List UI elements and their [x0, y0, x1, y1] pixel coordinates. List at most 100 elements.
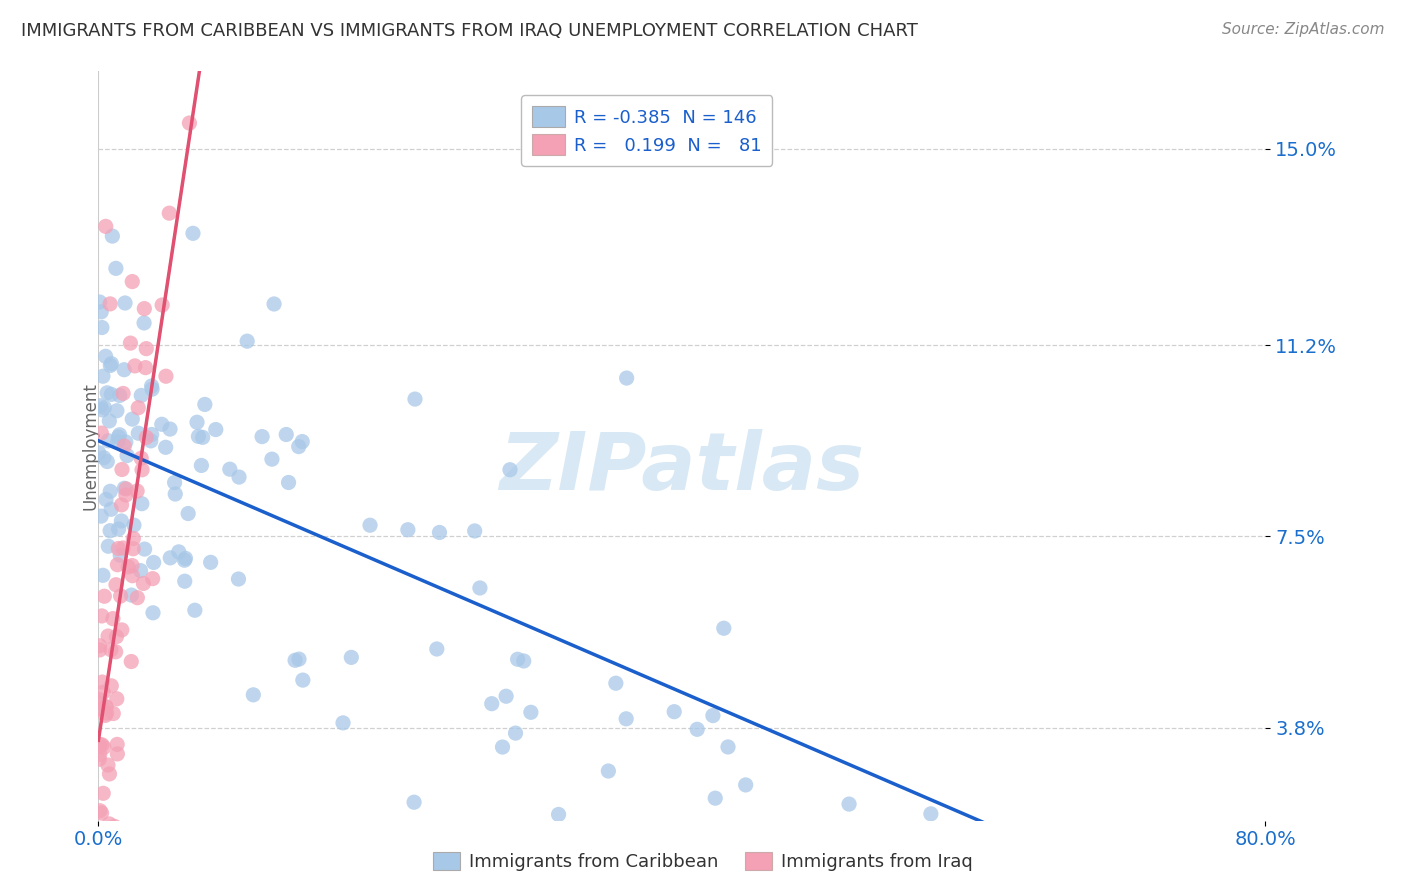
Point: [181, 227, 204, 241]
Point: [132, 316, 155, 330]
Point: [96, 706, 118, 720]
Point: [87, 446, 110, 460]
Point: [141, 382, 163, 396]
Point: [93, 401, 115, 415]
Point: [112, 481, 135, 495]
Point: [1185, 824, 1208, 838]
Point: [117, 560, 139, 574]
Point: [108, 427, 131, 442]
Point: [505, 726, 527, 740]
Point: [495, 690, 517, 704]
Point: [340, 650, 363, 665]
Point: [664, 705, 686, 719]
Point: [332, 715, 354, 730]
Point: [103, 820, 125, 834]
Point: [98, 484, 121, 499]
Point: [190, 458, 212, 473]
Point: [1195, 824, 1218, 838]
Point: [426, 642, 449, 657]
Point: [105, 738, 128, 752]
Point: [100, 502, 122, 516]
Point: [135, 360, 157, 375]
Point: [91, 675, 114, 690]
Point: [89, 696, 111, 710]
Point: [94, 708, 117, 723]
Point: [835, 824, 858, 838]
Point: [120, 336, 142, 351]
Point: [114, 296, 136, 310]
Point: [94, 700, 117, 714]
Point: [90, 320, 112, 334]
Point: [1150, 824, 1173, 838]
Point: [704, 791, 727, 805]
Point: [93, 740, 115, 755]
Text: Source: ZipAtlas.com: Source: ZipAtlas.com: [1222, 22, 1385, 37]
Point: [107, 558, 129, 572]
Point: [94, 824, 117, 838]
Point: [89, 752, 111, 766]
Point: [110, 548, 132, 562]
Point: [838, 797, 860, 811]
Point: [163, 475, 186, 490]
Point: [114, 435, 136, 450]
Point: [112, 439, 135, 453]
Point: [90, 509, 112, 524]
Point: [1115, 824, 1137, 838]
Point: [1077, 824, 1099, 838]
Point: [277, 475, 299, 490]
Point: [276, 427, 298, 442]
Point: [115, 824, 138, 838]
Point: [91, 685, 114, 699]
Y-axis label: Unemployment: Unemployment: [82, 382, 98, 510]
Point: [91, 568, 114, 582]
Point: [100, 357, 122, 371]
Point: [89, 747, 111, 762]
Point: [135, 342, 157, 356]
Point: [121, 412, 143, 426]
Point: [177, 507, 200, 521]
Point: [129, 388, 152, 402]
Point: [981, 824, 1004, 838]
Point: [132, 576, 155, 591]
Point: [758, 824, 780, 838]
Point: [112, 362, 135, 376]
Point: [260, 452, 283, 467]
Point: [122, 532, 145, 546]
Point: [936, 824, 959, 838]
Point: [104, 578, 127, 592]
Point: [97, 539, 120, 553]
Point: [236, 334, 259, 348]
Point: [204, 423, 226, 437]
Point: [98, 817, 121, 831]
Point: [186, 415, 208, 429]
Point: [228, 470, 250, 484]
Point: [713, 621, 735, 635]
Point: [141, 379, 163, 393]
Point: [159, 422, 181, 436]
Point: [155, 440, 177, 454]
Point: [98, 824, 121, 838]
Point: [1031, 824, 1053, 838]
Point: [970, 824, 993, 838]
Point: [104, 261, 127, 276]
Point: [142, 572, 165, 586]
Point: [129, 564, 152, 578]
Text: IMMIGRANTS FROM CARIBBEAN VS IMMIGRANTS FROM IRAQ UNEMPLOYMENT CORRELATION CHART: IMMIGRANTS FROM CARIBBEAN VS IMMIGRANTS …: [21, 22, 918, 40]
Point: [396, 523, 419, 537]
Point: [141, 427, 163, 442]
Point: [93, 450, 115, 465]
Point: [134, 542, 156, 557]
Point: [89, 639, 111, 653]
Point: [150, 298, 173, 312]
Point: [97, 629, 120, 643]
Point: [90, 702, 112, 716]
Point: [179, 116, 201, 130]
Point: [184, 603, 207, 617]
Point: [91, 738, 114, 752]
Point: [103, 706, 125, 721]
Point: [263, 297, 285, 311]
Point: [131, 463, 153, 477]
Point: [98, 767, 121, 781]
Point: [110, 589, 132, 603]
Point: [107, 434, 129, 449]
